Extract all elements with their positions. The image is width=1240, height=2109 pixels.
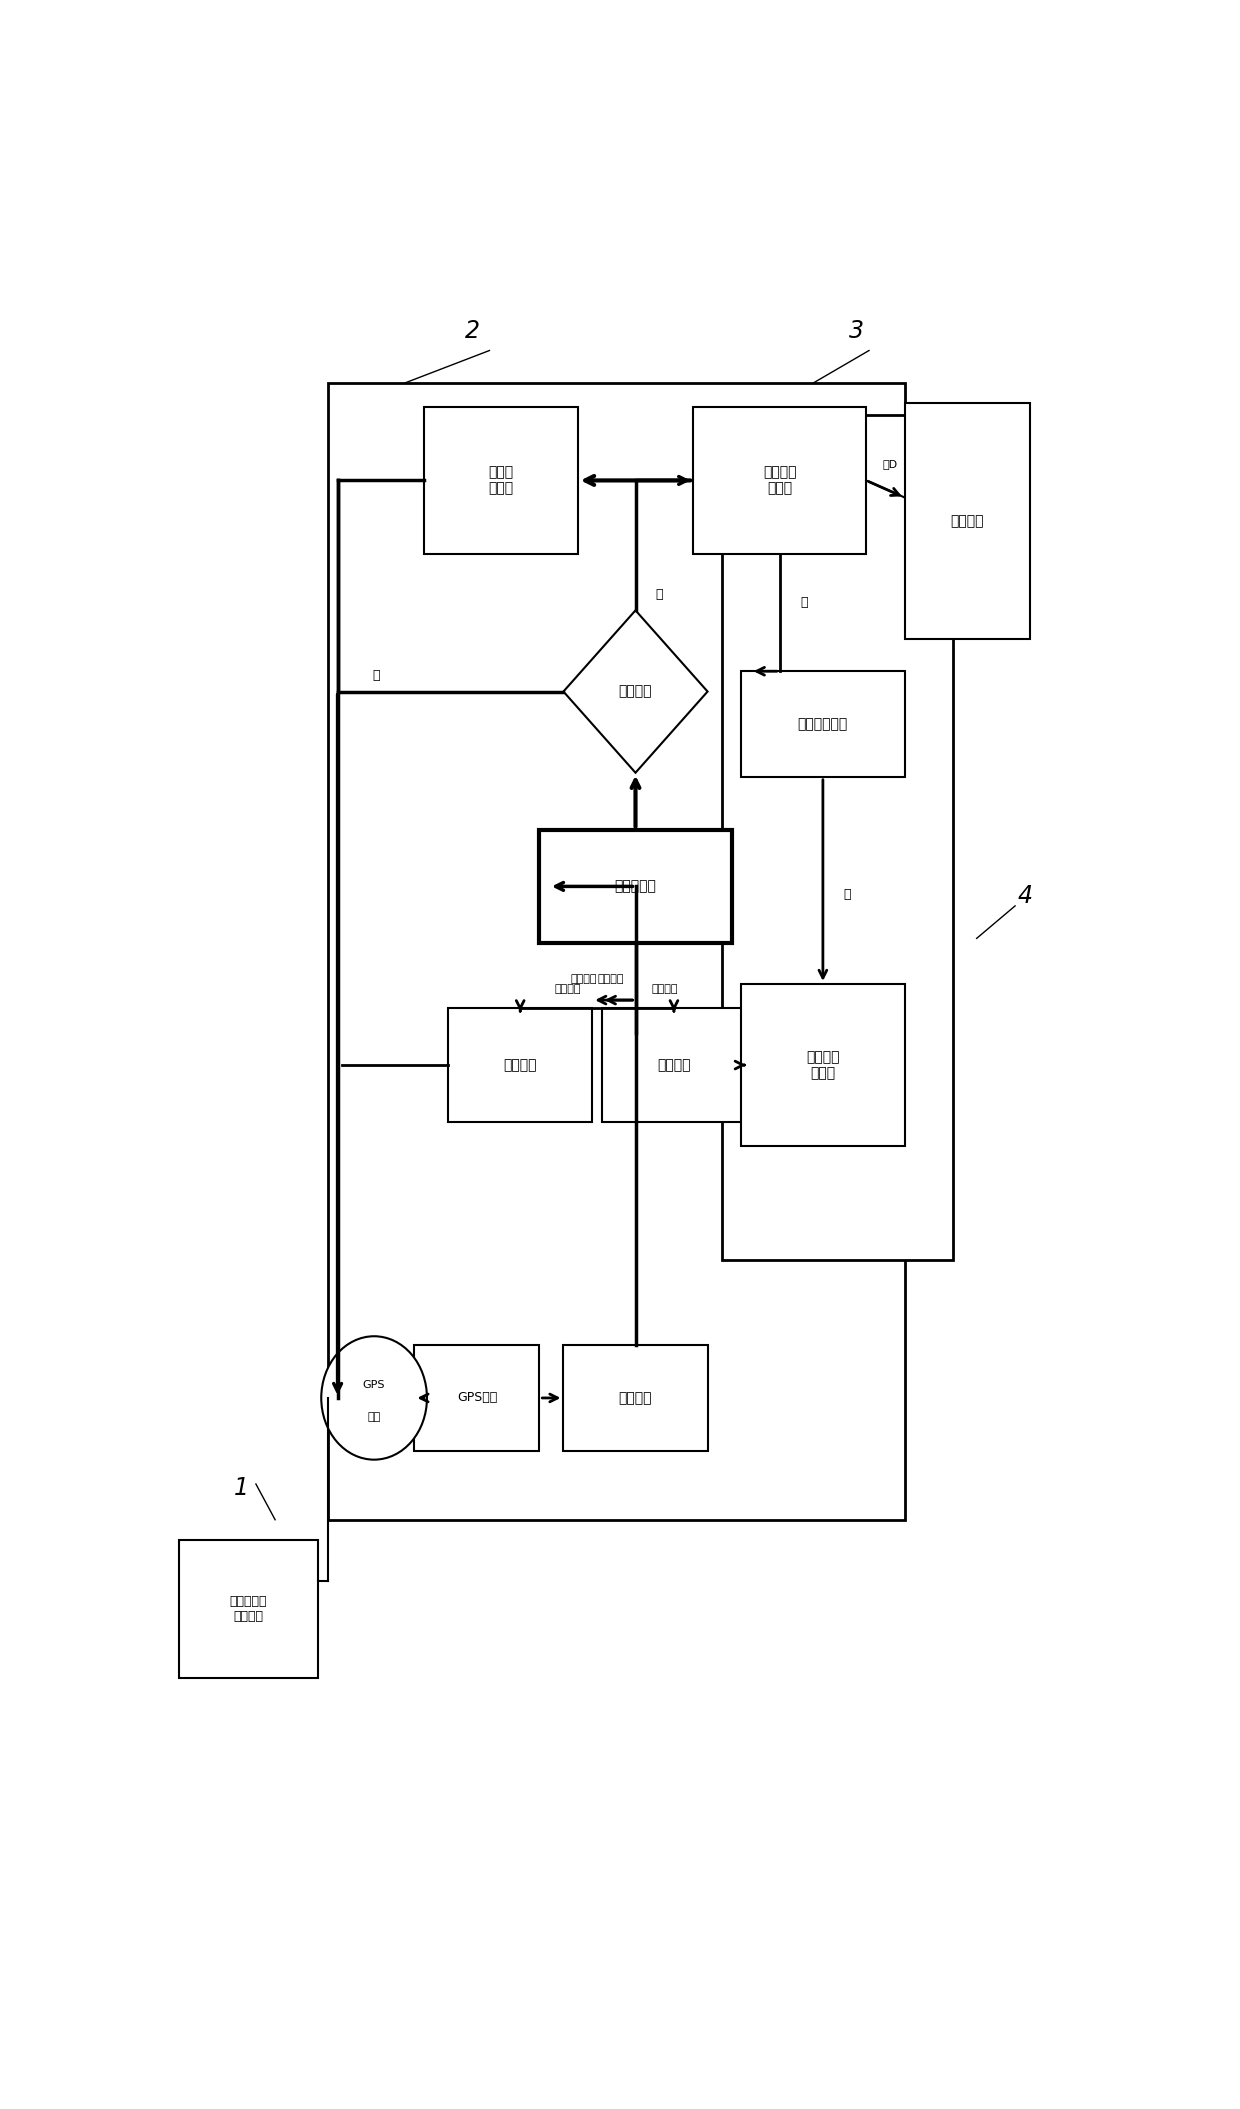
Text: 匹配状态变: 匹配状态变: [615, 879, 656, 894]
Bar: [563, 1346, 708, 1451]
Text: 是: 是: [843, 888, 851, 901]
Text: 初始化信号
点记录器: 初始化信号 点记录器: [229, 1594, 267, 1624]
Text: 是D: 是D: [883, 460, 898, 468]
Text: 点列保持: 点列保持: [503, 1059, 537, 1071]
Text: 点序列并: 点序列并: [950, 515, 983, 527]
Text: 否: 否: [372, 669, 379, 681]
Text: 择出判断: 择出判断: [619, 685, 652, 698]
Text: 新路形状
点序列: 新路形状 点序列: [806, 1050, 839, 1080]
Bar: [693, 407, 866, 553]
Text: 匹配成功: 匹配成功: [596, 974, 624, 985]
Text: 4: 4: [1017, 884, 1032, 907]
Bar: [327, 384, 905, 1521]
Text: 记录器
初始化: 记录器 初始化: [489, 466, 513, 496]
Text: 新路合理
性判断: 新路合理 性判断: [763, 466, 796, 496]
Bar: [742, 671, 905, 776]
Text: GPS: GPS: [363, 1379, 386, 1390]
Bar: [601, 1008, 746, 1122]
Bar: [179, 1540, 317, 1679]
Ellipse shape: [321, 1337, 427, 1459]
Bar: [905, 403, 1029, 639]
Text: 3: 3: [849, 318, 864, 342]
Polygon shape: [563, 610, 708, 772]
Bar: [539, 829, 732, 943]
Text: 地图匹配: 地图匹配: [619, 1392, 652, 1405]
Text: 信号: 信号: [367, 1413, 381, 1421]
Text: 点列增长: 点列增长: [657, 1059, 691, 1071]
Bar: [424, 407, 578, 553]
Text: 匹配失败: 匹配失败: [651, 983, 677, 993]
Bar: [448, 1008, 593, 1122]
Bar: [742, 983, 905, 1147]
Text: 新路形状处理: 新路形状处理: [797, 717, 848, 732]
Text: 匹配失败: 匹配失败: [570, 974, 596, 985]
Bar: [722, 415, 952, 1259]
Text: 1: 1: [234, 1476, 249, 1499]
Text: 匹配成功: 匹配成功: [556, 983, 582, 993]
Text: 2: 2: [465, 318, 480, 342]
Text: 是: 是: [656, 588, 663, 601]
Text: GPS模块: GPS模块: [456, 1392, 497, 1405]
Bar: [414, 1346, 539, 1451]
Text: 是: 是: [800, 595, 807, 610]
